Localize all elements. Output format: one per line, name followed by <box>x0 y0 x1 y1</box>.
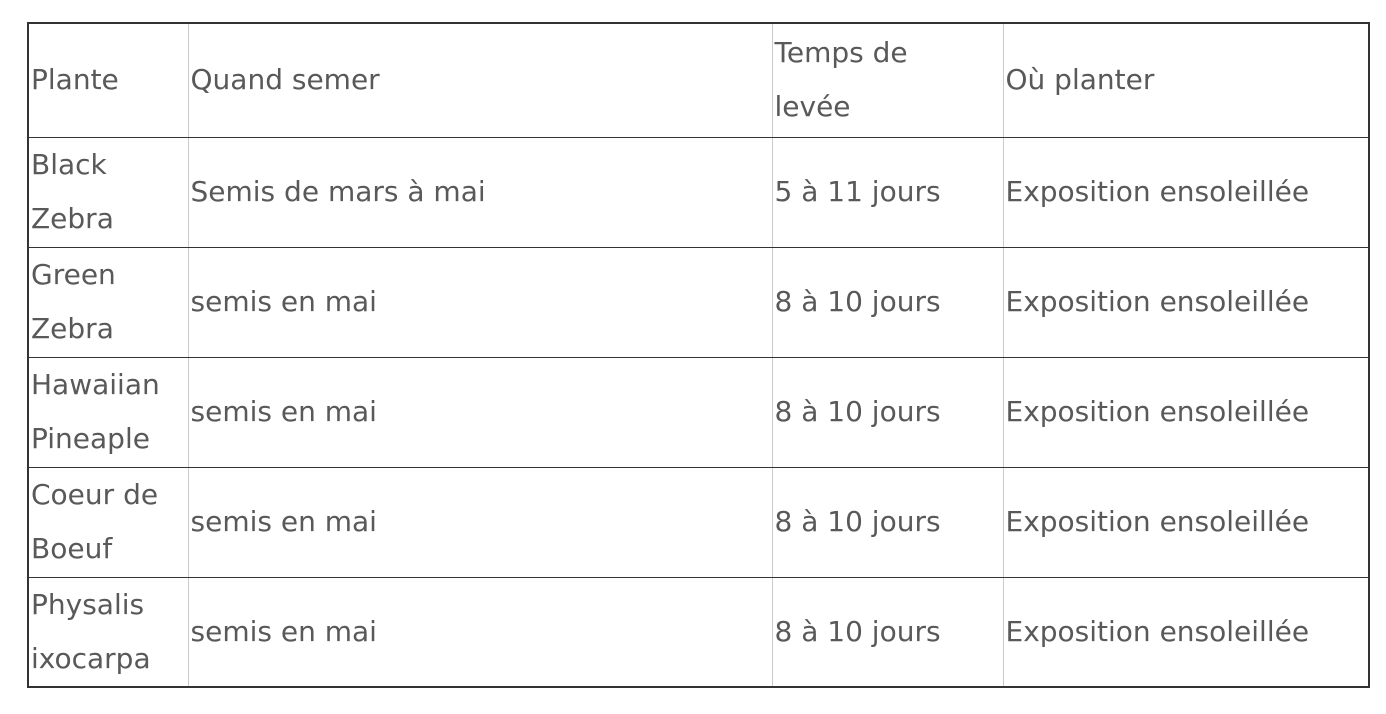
cell-quand-semer: semis en mai <box>187 246 773 358</box>
table-row: Physalis ixocarpa semis en mai 8 à 10 jo… <box>27 576 1370 688</box>
table-row: Coeur de Boeuf semis en mai 8 à 10 jours… <box>27 466 1370 578</box>
column-header-quand-semer: Quand semer <box>187 22 773 138</box>
column-header-temps-de-levee: Temps de levée <box>771 22 1004 138</box>
plant-sowing-table: Plante Quand semer Temps de levée Où pla… <box>27 22 1370 688</box>
cell-quand-semer: semis en mai <box>187 576 773 688</box>
cell-plante: Coeur de Boeuf <box>27 466 189 578</box>
column-header-ou-planter: Où planter <box>1002 22 1370 138</box>
cell-plante: Hawaiian Pineaple <box>27 356 189 468</box>
column-header-temps-de-levee-label: Temps de levée <box>774 36 908 124</box>
cell-temps-de-levee: 8 à 10 jours <box>771 246 1004 358</box>
cell-ou-planter: Exposition ensoleillée <box>1002 356 1370 468</box>
table-row: Green Zebra semis en mai 8 à 10 jours Ex… <box>27 246 1370 358</box>
cell-temps-de-levee: 8 à 10 jours <box>771 576 1004 688</box>
cell-quand-semer: semis en mai <box>187 356 773 468</box>
cell-ou-planter: Exposition ensoleillée <box>1002 246 1370 358</box>
cell-plante: Physalis ixocarpa <box>27 576 189 688</box>
cell-plante: Black Zebra <box>27 136 189 248</box>
cell-ou-planter: Exposition ensoleillée <box>1002 136 1370 248</box>
cell-temps-de-levee: 8 à 10 jours <box>771 466 1004 578</box>
table-header: Plante Quand semer Temps de levée Où pla… <box>27 22 1370 138</box>
cell-quand-semer: Semis de mars à mai <box>187 136 773 248</box>
table-row: Black Zebra Semis de mars à mai 5 à 11 j… <box>27 136 1370 248</box>
cell-quand-semer: semis en mai <box>187 466 773 578</box>
cell-temps-de-levee: 8 à 10 jours <box>771 356 1004 468</box>
cell-ou-planter: Exposition ensoleillée <box>1002 466 1370 578</box>
table-row: Hawaiian Pineaple semis en mai 8 à 10 jo… <box>27 356 1370 468</box>
cell-ou-planter: Exposition ensoleillée <box>1002 576 1370 688</box>
cell-temps-de-levee: 5 à 11 jours <box>771 136 1004 248</box>
header-row: Plante Quand semer Temps de levée Où pla… <box>27 22 1370 138</box>
table-body: Black Zebra Semis de mars à mai 5 à 11 j… <box>27 136 1370 688</box>
cell-plante: Green Zebra <box>27 246 189 358</box>
column-header-plante: Plante <box>27 22 189 138</box>
